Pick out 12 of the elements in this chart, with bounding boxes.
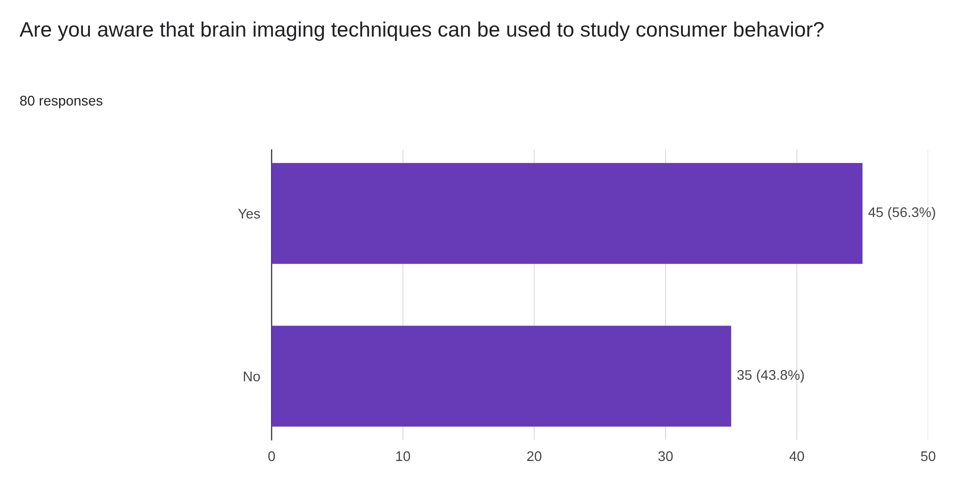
- x-tick-label: 10: [396, 451, 410, 462]
- text: 80 responses: [20, 96, 102, 108]
- x-tick-label: 40: [789, 451, 804, 462]
- y-tick-label: No: [244, 372, 260, 382]
- data-label: 45 (56.3%): [868, 206, 936, 220]
- chart-title: Are you aware that brain imaging techniques can be used to study consumer behavior?: [20, 21, 824, 41]
- data-label: 35 (43.8%): [737, 370, 804, 383]
- x-tick-label: 50: [920, 451, 936, 462]
- x-tick-label: 30: [658, 451, 673, 462]
- x-tick-label: 20: [527, 451, 542, 462]
- y-tick-label: Yes: [238, 208, 260, 219]
- x-tick-label: 0: [268, 451, 275, 462]
